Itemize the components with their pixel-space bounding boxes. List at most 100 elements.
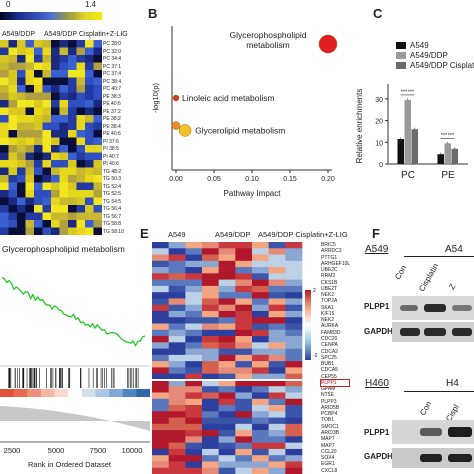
heatmap-cell (152, 367, 169, 374)
heatmap-cell (8, 55, 18, 63)
heatmap-cell (252, 467, 269, 474)
heatmap-cell (168, 298, 186, 306)
heatmap-cell (17, 137, 26, 146)
heatmap-cell (235, 267, 253, 274)
heatmap-cell (218, 317, 236, 324)
heatmap-cell (17, 92, 26, 101)
heatmap-cell (218, 298, 236, 306)
heatmap-cell (17, 40, 26, 48)
heatmap-cell (285, 248, 303, 255)
heatmap-cell (152, 254, 169, 262)
heatmap-cell (285, 448, 303, 456)
heatmap-cell (168, 398, 186, 406)
heatmap-cell (235, 354, 253, 362)
heatmap-cell (34, 130, 43, 138)
heatmap-cell (42, 190, 52, 198)
heatmap-cell (25, 47, 35, 56)
heatmap-cell (268, 285, 286, 293)
heatmap-cell (42, 122, 52, 131)
heatmap-cell (218, 260, 236, 268)
heatmap-cell (185, 342, 203, 349)
heatmap-cell (0, 77, 9, 86)
heatmap-cell (25, 77, 35, 86)
heatmap-cell (34, 175, 43, 183)
heatmap-cell (218, 323, 236, 331)
heatmap-cell (168, 342, 186, 349)
heatmap-cell (285, 392, 303, 400)
heatmap-cell (252, 455, 269, 462)
heatmap-cell (8, 115, 18, 123)
heatmap-cell (202, 354, 219, 362)
heatmap-cell (42, 47, 52, 56)
heatmap-cell (268, 442, 286, 450)
lipid-label: PE 38:3 (103, 93, 121, 100)
heatmap-cell (51, 212, 60, 221)
panel-f-row-plpp1-bottom: PLPP1 (364, 428, 390, 437)
heatmap-cell (25, 92, 35, 101)
lipid-label: PC 34:4 (103, 56, 122, 62)
gene-label: CDCA2 (321, 348, 338, 355)
heatmap-cell (268, 455, 286, 462)
panel-d-xlabel: Rank in Ordered Dataset (28, 460, 111, 469)
heatmap-cell (68, 115, 77, 123)
heatmap-cell (168, 279, 186, 287)
heatmap-cell (168, 260, 186, 268)
heatmap-cell (51, 62, 60, 71)
panel-f-letter: F (372, 226, 380, 241)
panel-f-cell-h460: H460 (365, 378, 389, 389)
heatmap-cell (185, 455, 203, 462)
heatmap-cell (0, 190, 9, 198)
heatmap-cell (42, 92, 52, 101)
heatmap-cell (51, 100, 60, 108)
heatmap-cell (185, 405, 203, 412)
heatmap-cell (185, 279, 203, 287)
heatmap-cell (8, 40, 18, 48)
heatmap-cell (34, 40, 43, 48)
panel-e-group-2: A549/DDP (215, 230, 251, 239)
lipid-label: PI 40:7 (103, 153, 119, 160)
panel-b-letter: B (148, 6, 158, 21)
heatmap-cell (252, 417, 269, 425)
heatmap-cell (42, 85, 52, 93)
heatmap-cell (252, 342, 269, 349)
heatmap-cell (202, 279, 219, 287)
heatmap-cell (93, 182, 102, 191)
heatmap-cell (202, 423, 219, 431)
heatmap-cell (8, 145, 18, 153)
panel-f-lane-z-top: Z (447, 282, 458, 291)
lipid-label: TG 56:7 (103, 213, 122, 220)
heatmap-cell (168, 254, 186, 262)
heatmap-cell (268, 267, 286, 274)
heatmap-cell (252, 279, 269, 287)
heatmap-cell (218, 354, 236, 362)
heatmap-cell (268, 273, 286, 280)
heatmap-cell (59, 205, 69, 213)
heatmap-cell (0, 182, 9, 191)
heatmap-cell (85, 175, 94, 183)
heatmap-cell (34, 47, 43, 56)
heatmap-cell (51, 107, 60, 116)
heatmap-cell (202, 304, 219, 312)
heatmap-cell (68, 182, 77, 191)
heatmap-cell (42, 175, 52, 183)
heatmap-cell (93, 145, 102, 153)
gene-label: ARID3B (321, 429, 340, 436)
heatmap-cell (152, 279, 169, 287)
gene-label: NEK2 (321, 317, 335, 324)
lipid-label: TG 56:4 (103, 206, 122, 212)
heatmap-cell (25, 197, 35, 206)
heatmap-cell (168, 448, 186, 456)
bar (444, 143, 451, 164)
heatmap-cell (76, 62, 86, 71)
heatmap-cell (202, 448, 219, 456)
heatmap-cell (235, 367, 253, 374)
heatmap-cell (168, 310, 186, 318)
heatmap-cell (252, 367, 269, 374)
heatmap-cell (59, 220, 69, 228)
heatmap-cell (168, 379, 186, 387)
blot-band (424, 304, 446, 312)
heatmap-cell (17, 145, 26, 153)
heatmap-cell (235, 279, 253, 287)
heatmap-cell (168, 461, 186, 469)
panel-f-row-plpp1-top: PLPP1 (364, 302, 390, 311)
